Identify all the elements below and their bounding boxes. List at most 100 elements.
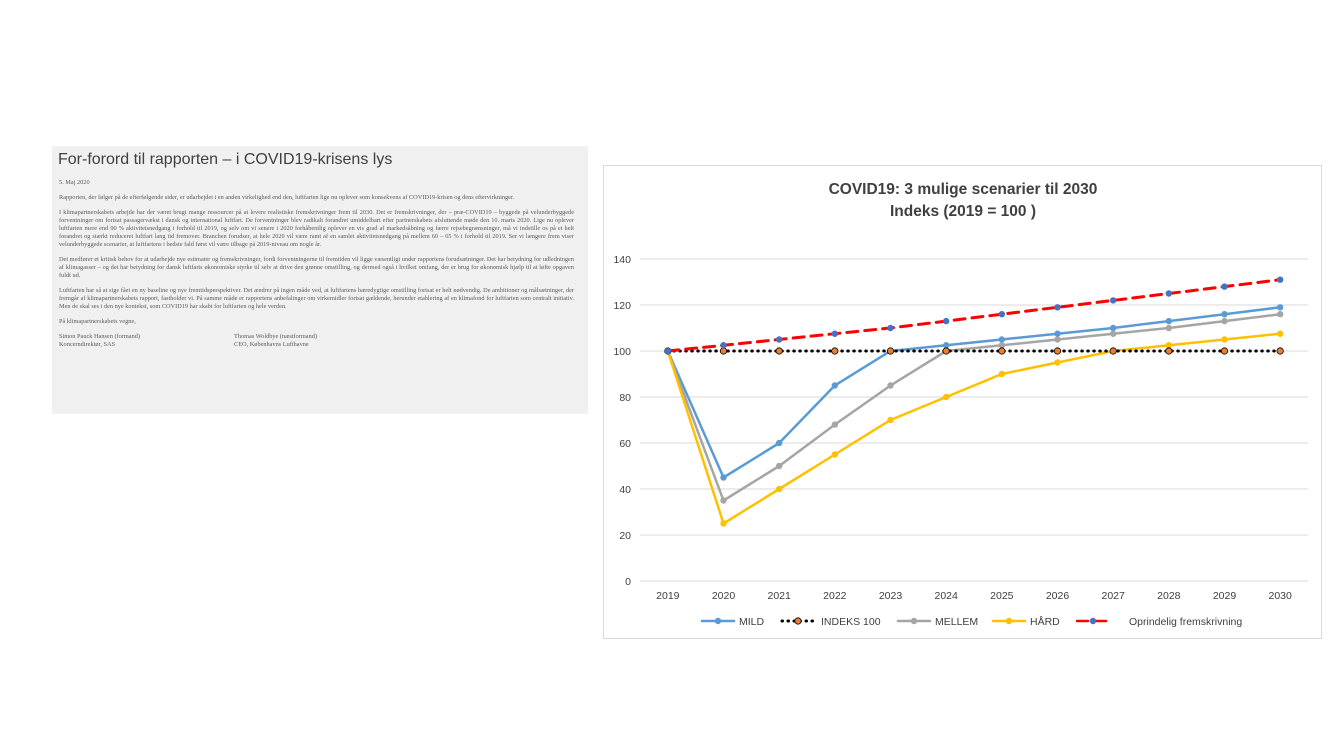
series-mild xyxy=(664,304,1284,481)
gridlines xyxy=(640,258,1308,582)
data-point xyxy=(1276,304,1284,311)
y-tick-label: 40 xyxy=(619,484,631,496)
data-point xyxy=(1276,347,1284,355)
data-point xyxy=(998,370,1006,378)
data-point xyxy=(1054,336,1061,343)
data-point xyxy=(998,347,1006,355)
series-line xyxy=(666,306,1282,479)
x-tick-label: 2029 xyxy=(1213,590,1237,602)
data-point xyxy=(998,336,1006,343)
x-tick-label: 2019 xyxy=(656,590,680,602)
series-line xyxy=(666,278,1282,353)
document-body: 5. Maj 2020 Rapporten, der følger på de … xyxy=(58,179,582,349)
signatory-role: CEO, Københavns Lufthavne xyxy=(234,341,309,348)
series-line xyxy=(666,312,1282,502)
legend-marker xyxy=(1089,617,1097,625)
data-point xyxy=(1276,311,1284,318)
y-tick-label: 120 xyxy=(613,300,631,312)
legend-label: MILD xyxy=(739,616,765,628)
y-tick-label: 60 xyxy=(619,438,631,450)
legend-marker xyxy=(714,617,722,625)
x-tick-label: 2020 xyxy=(712,590,736,602)
data-point xyxy=(942,317,950,325)
data-point xyxy=(1165,347,1173,355)
x-tick-label: 2027 xyxy=(1101,590,1125,602)
data-point xyxy=(1054,330,1061,337)
document-paragraph: I klimapartnerskabets arbejde har der væ… xyxy=(59,209,574,248)
data-point xyxy=(1221,336,1228,343)
data-point xyxy=(1276,276,1284,283)
data-point xyxy=(831,382,839,389)
data-point xyxy=(775,485,783,493)
data-point xyxy=(1221,311,1228,318)
document-title: For-forord til rapporten – i COVID19-kri… xyxy=(58,151,393,168)
data-point xyxy=(887,416,894,424)
y-axis-ticks: 0 20 40 60 80 100 120 140 xyxy=(613,254,631,588)
signatory-name: Simon Pauck Hansen (formand) xyxy=(59,333,140,340)
data-point xyxy=(831,451,839,458)
legend-marker xyxy=(910,617,918,625)
data-point xyxy=(1109,347,1117,355)
legend-label: HÅRD xyxy=(1030,615,1060,628)
data-point xyxy=(1053,347,1062,355)
legend: MILD INDEKS 100 MELLEM HÅRD Oprindelig frems… xyxy=(700,615,1242,628)
x-tick-label: 2026 xyxy=(1046,590,1070,602)
x-tick-label: 2030 xyxy=(1268,590,1292,602)
document-paragraph: Rapporten, der følger på de efterfølgend… xyxy=(59,194,515,201)
signatures: Simon Pauck Hansen (formand) Koncerndire… xyxy=(59,333,574,349)
data-point xyxy=(1221,283,1228,290)
data-point xyxy=(1165,342,1173,349)
legend-label: Oprindelig fremskrivning xyxy=(1129,616,1242,628)
data-point xyxy=(1165,317,1173,325)
y-tick-label: 100 xyxy=(613,346,631,358)
data-point xyxy=(1165,290,1173,297)
x-tick-label: 2028 xyxy=(1157,590,1181,602)
series-hård xyxy=(664,330,1284,527)
data-point xyxy=(1109,297,1117,304)
data-point xyxy=(719,347,728,355)
data-point xyxy=(887,324,894,332)
scenario-chart: COVID19: 3 mulige scenarier til 2030 Ind… xyxy=(603,165,1322,639)
series-line xyxy=(666,332,1282,525)
y-tick-label: 20 xyxy=(619,530,631,542)
x-axis-ticks: 2019 2020 2021 2022 2023 2024 2025 2026 2027 2028… xyxy=(656,590,1292,602)
x-tick-label: 2024 xyxy=(934,590,958,602)
document-paragraph: På klimapartnerskabets vegne, xyxy=(59,318,136,325)
signature-chair: Simon Pauck Hansen (formand) Koncerndire… xyxy=(59,333,234,349)
data-point xyxy=(998,311,1006,318)
data-point xyxy=(775,336,783,343)
document-paragraph: Luftfarten har så at sige fået en ny bas… xyxy=(59,287,574,310)
data-point xyxy=(720,497,727,504)
x-tick-label: 2023 xyxy=(879,590,903,602)
chart-svg: COVID19: 3 mulige scenarier til 2030 Ind… xyxy=(613,181,1308,628)
data-point xyxy=(831,421,839,428)
legend-marker xyxy=(1005,617,1013,625)
y-tick-label: 0 xyxy=(625,576,631,588)
data-point xyxy=(831,347,839,355)
data-point xyxy=(1220,347,1229,355)
data-point xyxy=(664,347,672,355)
series-indeks-100 xyxy=(664,347,1284,355)
signature-vice-chair: Thomas Woldbye (næstformand) CEO, Københ… xyxy=(234,333,409,349)
chart-subtitle: Indeks (2019 = 100 ) xyxy=(890,203,1036,220)
signatory-name: Thomas Woldbye (næstformand) xyxy=(234,333,317,340)
data-point xyxy=(942,342,950,349)
x-tick-label: 2022 xyxy=(823,590,847,602)
series-oprindelig-fremskrivning xyxy=(664,276,1284,355)
data-point xyxy=(775,347,783,355)
data-point xyxy=(998,342,1006,349)
series-mellem xyxy=(664,311,1284,504)
data-point xyxy=(1276,330,1284,337)
data-point xyxy=(720,342,727,349)
data-point xyxy=(886,347,895,355)
foreword-document: For-forord til rapporten – i COVID19-kri… xyxy=(52,146,588,414)
series-lines xyxy=(664,276,1284,527)
data-point xyxy=(1054,359,1061,366)
data-point xyxy=(775,439,783,447)
data-point xyxy=(720,474,727,481)
legend-marker xyxy=(794,617,802,625)
data-point xyxy=(1165,324,1173,332)
chart-title: COVID19: 3 mulige scenarier til 2030 xyxy=(829,181,1098,198)
data-point xyxy=(1054,304,1061,311)
data-point xyxy=(1109,330,1117,337)
